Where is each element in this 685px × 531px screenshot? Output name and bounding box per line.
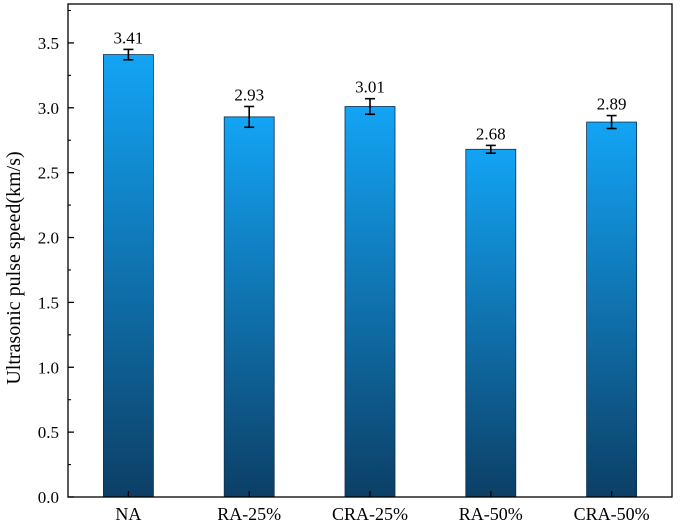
- y-axis-title: Ultrasonic pulse speed(km/s): [3, 151, 25, 384]
- data-label: 3.01: [355, 78, 385, 97]
- bars-layer: [103, 54, 637, 498]
- x-axis: NA RA-25% CRA-25% RA-50% CRA-50%: [115, 491, 650, 524]
- x-tick-label: RA-25%: [217, 504, 281, 524]
- x-tick-label: CRA-50%: [574, 504, 650, 524]
- y-tick-label: 1.5: [38, 293, 59, 312]
- y-tick-label: 1.0: [38, 358, 59, 377]
- bar: [344, 106, 396, 498]
- data-label: 2.93: [234, 85, 264, 104]
- bar: [465, 148, 517, 498]
- data-labels-layer: 3.41 2.93 3.01 2.68 2.89: [114, 28, 627, 143]
- y-tick-label: 2.5: [38, 164, 59, 183]
- y-tick-label: 3.0: [38, 99, 59, 118]
- x-tick-label: CRA-25%: [332, 504, 408, 524]
- bar: [223, 116, 275, 498]
- y-axis: 0.0 0.5 1.0 1.5 2.0 2.5 3.0 3.5: [38, 9, 74, 507]
- y-tick-label: 2.0: [38, 229, 59, 248]
- bar: [103, 54, 154, 498]
- y-tick-label: 0.5: [38, 423, 59, 442]
- error-bars-layer: [123, 48, 617, 154]
- data-label: 2.68: [476, 124, 506, 143]
- y-tick-label: 0.0: [38, 488, 59, 507]
- x-tick-label: NA: [115, 504, 141, 524]
- x-tick-label: RA-50%: [459, 504, 523, 524]
- data-label: 3.41: [114, 28, 144, 47]
- data-label: 2.89: [597, 95, 627, 114]
- y-tick-label: 3.5: [38, 34, 59, 53]
- bar: [586, 121, 637, 498]
